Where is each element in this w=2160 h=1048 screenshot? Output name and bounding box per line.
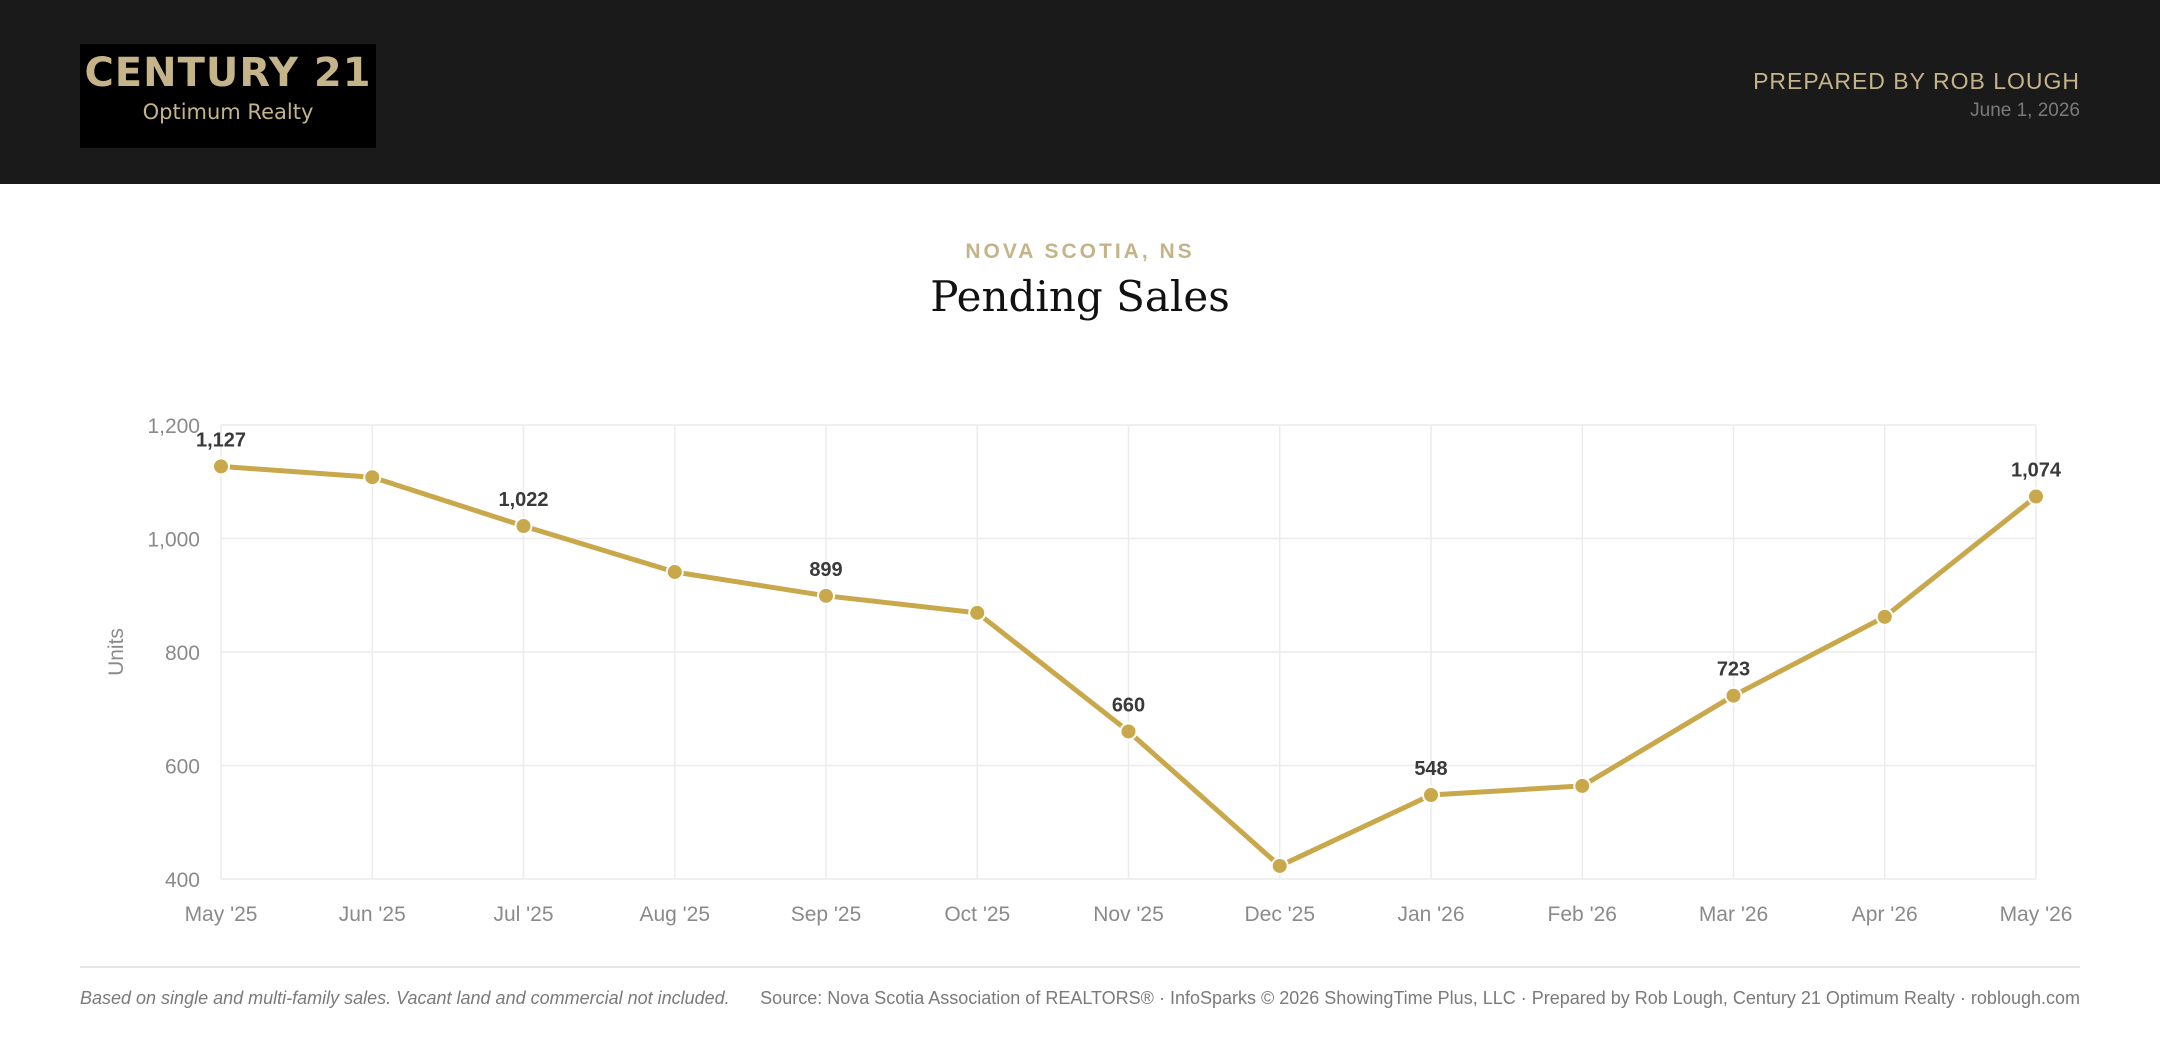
pending-sales-chart: 400 600 800 1,000 1,200 May '25 Jun '25 Jul '25… [105,415,2072,926]
data-point [1422,786,1440,805]
data-point [2027,487,2045,506]
x-tick-label: Dec '25 [1244,903,1315,926]
y-tick-label: 600 [165,756,200,779]
x-tick-label: Jan '26 [1397,903,1464,926]
data-label: 548 [1414,758,1447,780]
data-label: 1,127 [196,429,246,451]
data-labels: 1,127 1,022 899 660 548 723 1,074 [196,429,2062,780]
x-tick-label: Nov '25 [1093,903,1164,926]
x-tick-label: Feb '26 [1548,903,1617,926]
data-point [1875,607,1894,626]
x-tick-label: May '25 [185,903,258,926]
data-label: 1,022 [498,489,548,511]
data-label: 723 [1717,659,1750,681]
x-tick-label: Aug '25 [639,903,710,926]
data-point [1724,686,1743,705]
data-label: 1,074 [2011,460,2062,482]
data-point [212,457,230,476]
data-point [665,562,684,581]
data-point [514,517,533,536]
footer-note: Based on single and multi-family sales. … [80,988,730,1008]
x-tick-label: Jun '25 [339,903,406,926]
chart-axes: 400 600 800 1,000 1,200 May '25 Jun '25 Jul '25… [105,415,2072,926]
x-tick-label: Apr '26 [1852,903,1918,926]
y-tick-label: 1,000 [147,529,200,552]
chart-grid [220,424,2037,880]
data-point [1573,776,1592,795]
y-axis-label: Units [105,628,128,676]
brand-logo: CENTURY 21 Optimum Realty [80,44,376,148]
footer-divider [80,966,2080,968]
data-label: 899 [809,559,842,581]
series-line [212,457,2045,875]
prepared-by-label: PREPARED BY ROB LOUGH [1753,68,2080,94]
x-tick-label: Jul '25 [493,903,553,926]
data-point [1119,722,1138,741]
data-point [817,586,835,605]
data-point [1270,856,1289,875]
report-date: June 1, 2026 [1970,100,2080,121]
footer-source: Source: Nova Scotia Association of REALT… [760,988,2080,1008]
y-tick-label: 800 [165,642,200,665]
logo-subtitle: Optimum Realty [142,100,314,124]
x-tick-label: Oct '25 [944,903,1010,926]
x-tick-label: May '26 [2000,903,2073,926]
chart-title: Pending Sales [930,272,1230,321]
y-tick-label: 400 [165,869,200,892]
x-tick-label: Mar '26 [1699,903,1768,926]
data-point [968,603,987,622]
data-label: 660 [1112,694,1145,716]
region-label: NOVA SCOTIA, NS [965,240,1195,263]
data-point [363,468,382,487]
x-tick-label: Sep '25 [791,903,862,926]
logo-title: CENTURY 21 [84,50,372,96]
header-bar: CENTURY 21 Optimum Realty PREPARED BY RO… [0,0,2160,184]
y-tick-label: 1,200 [147,415,200,438]
